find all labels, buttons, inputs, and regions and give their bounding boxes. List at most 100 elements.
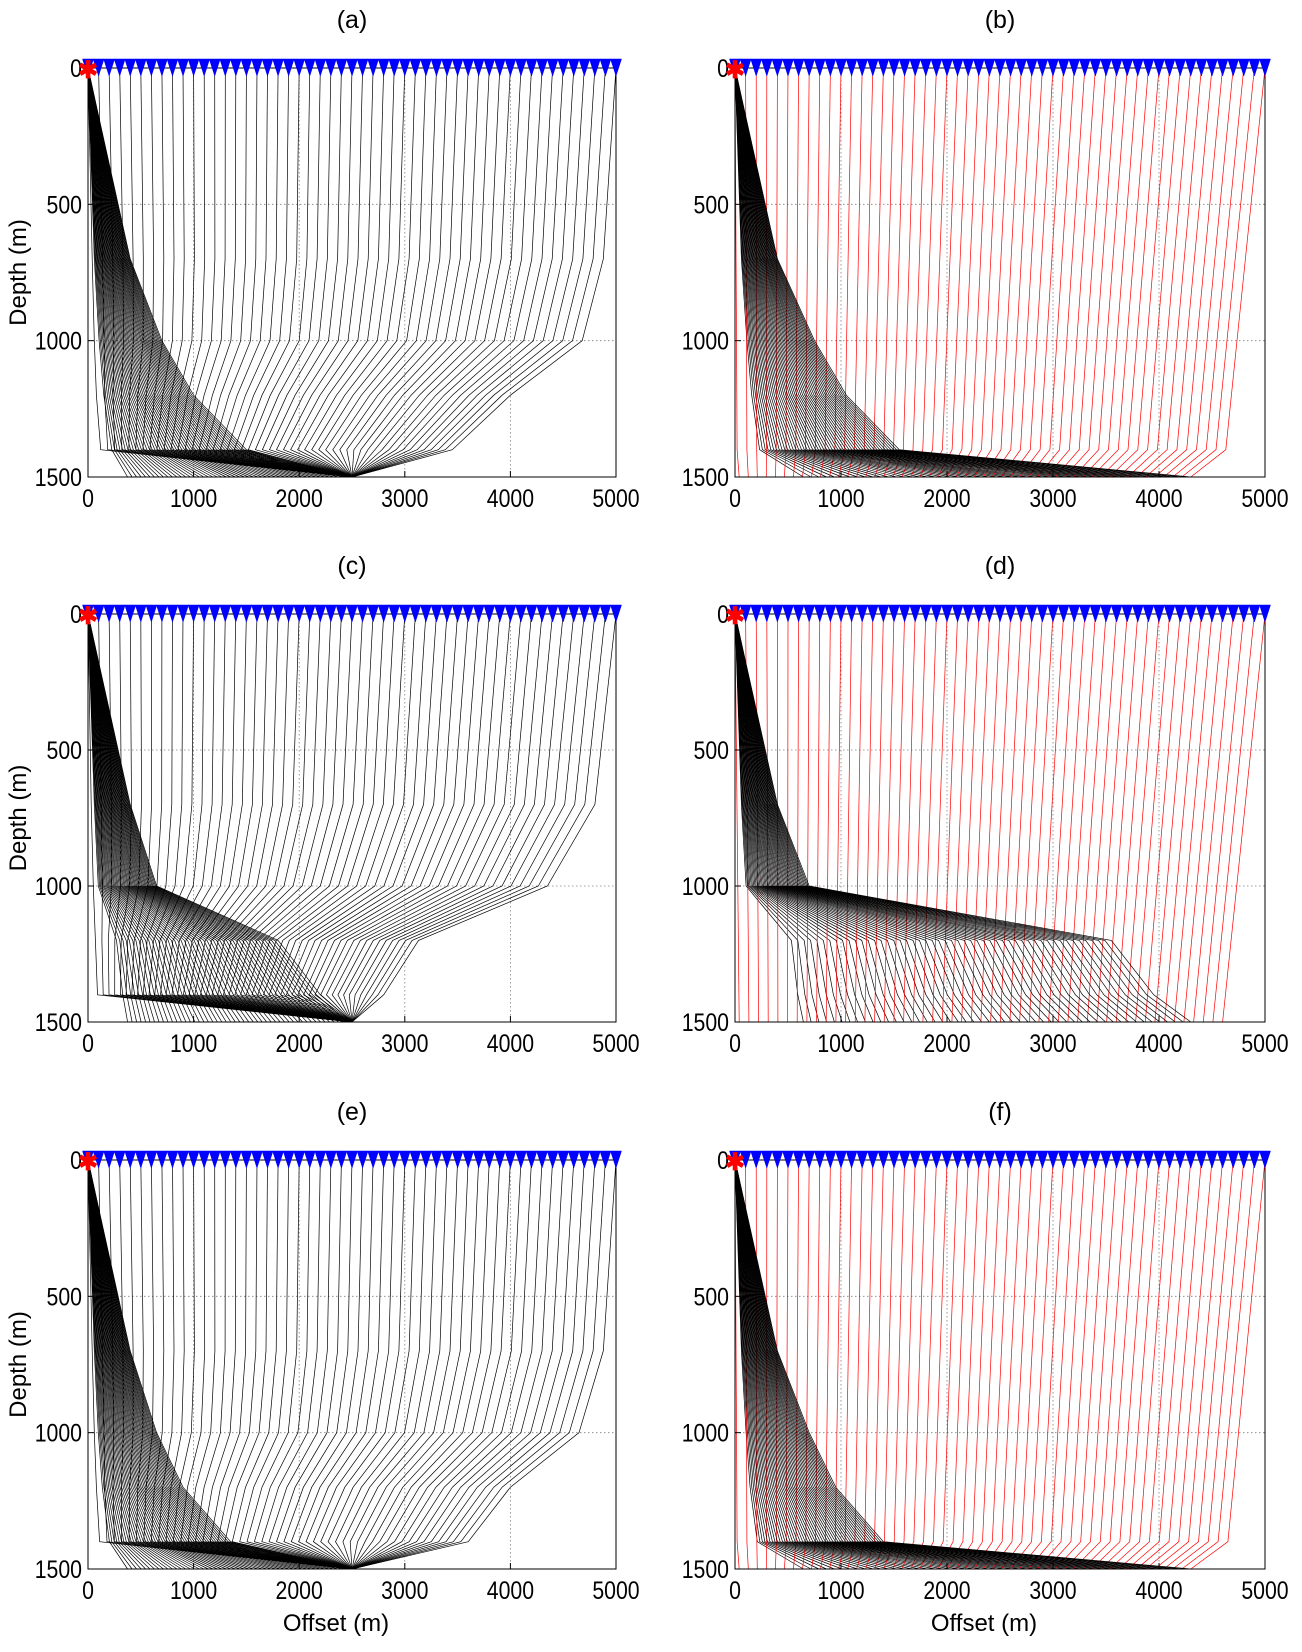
downgoing-ray [87,1159,335,1570]
downgoing-ray [87,67,254,478]
downgoing-ray [87,613,326,1023]
downgoing-ray [87,1159,348,1570]
downgoing-ray [734,67,1114,478]
downgoing-ray [87,613,209,1023]
y-tick-label: 500 [47,736,82,764]
upgoing-ray [228,613,353,1023]
downgoing-ray [87,1159,231,1570]
receiver-marker [282,1150,295,1169]
downgoing-ray [734,67,936,478]
receiver-marker [824,604,837,623]
receiver-marker [1068,1150,1081,1169]
upgoing-ray [283,67,363,478]
downgoing-ray [734,613,1044,1023]
downgoing-ray [87,613,182,1023]
upgoing-ray [298,1159,374,1570]
receiver-marker [1216,58,1229,77]
downgoing-ray [87,1159,214,1570]
receiver-marker [430,604,443,623]
x-tick-label: 2000 [923,1576,970,1604]
downgoing-ray [87,67,196,478]
downgoing-ray [734,613,1075,1023]
upgoing-ray [332,67,437,478]
downgoing-ray [87,613,330,1023]
receiver-marker [729,1150,741,1169]
receiver-marker [835,1150,847,1169]
downgoing-ray [87,613,142,1023]
downgoing-ray [87,67,173,478]
downgoing-ray [87,67,137,478]
receiver-marker [803,1150,816,1169]
receiver-marker [898,604,911,623]
downgoing-ray [87,67,263,478]
receiver-marker [82,604,94,623]
receiver-marker [750,1150,763,1169]
downgoing-ray [87,1159,128,1570]
receiver-marker [113,604,126,623]
receiver-marker [1216,604,1229,623]
receiver-marker [578,1150,591,1169]
upgoing-ray [351,1159,575,1570]
upgoing-ray [269,67,353,478]
upgoing-ray [320,1159,406,1570]
receiver-marker [430,1150,443,1169]
receiver-marker [229,1150,242,1169]
x-tick-label: 1000 [170,1029,217,1057]
downgoing-ray [87,67,353,478]
downgoing-ray [734,613,874,1023]
receiver-marker [1227,1150,1240,1169]
receiver-marker [177,604,189,623]
receiver-marker [760,604,773,623]
y-tick-label: 500 [694,1283,729,1311]
receiver-marker [430,58,443,77]
receiver-marker [792,604,805,623]
receiver-marker [610,604,622,623]
downgoing-ray [734,67,1067,478]
downgoing-ray [87,1159,330,1570]
receiver-marker [346,58,358,77]
receiver-marker [760,58,773,77]
downgoing-ray [734,1159,959,1570]
downgoing-ray [87,613,155,1023]
receiver-marker [103,1150,115,1169]
downgoing-ray [87,67,178,478]
receiver-marker [1025,58,1038,77]
upgoing-ray [335,1159,427,1570]
upgoing-ray [351,1159,606,1570]
receiver-marker [1248,58,1261,77]
downgoing-ray [87,67,240,478]
receiver-marker [156,604,168,623]
receiver-marker [951,1150,964,1169]
receiver-marker [866,58,879,77]
receiver-marker [729,58,741,77]
panel-a: (a) 0 1000 2000 3000 4000 5000 0 500 1000 1500 Dept… [5,6,640,512]
downgoing-ray [734,67,843,478]
downgoing-ray [87,67,326,478]
downgoing-ray [87,1159,160,1570]
receiver-marker [877,58,890,77]
downgoing-ray [87,613,339,1023]
receiver-marker [166,1150,179,1169]
downgoing-ray [87,67,155,478]
downgoing-ray [734,67,974,478]
receiver-marker [356,604,369,623]
downgoing-ray [734,613,827,1023]
x-tick-label: 3000 [1029,1576,1076,1604]
upgoing-ray [131,613,353,1023]
receiver-marker [1078,1150,1091,1169]
receiver-marker [599,58,612,77]
receiver-marker [546,58,559,77]
panel-e: (e) 0 1000 2000 3000 4000 5000 0 500 1000 1500 Dept… [5,1098,640,1637]
upgoing-ray [351,67,553,478]
receiver-marker [1131,1150,1144,1169]
receiver-marker [1237,1150,1250,1169]
downgoing-ray [87,613,276,1023]
x-tick-label: 2000 [923,484,970,512]
downgoing-ray [734,67,1013,478]
panel-label: (d) [985,552,1016,580]
downgoing-ray [87,1159,182,1570]
downgoing-ray [734,613,1192,1023]
receiver-marker [760,1150,773,1169]
downgoing-ray [734,67,1075,478]
